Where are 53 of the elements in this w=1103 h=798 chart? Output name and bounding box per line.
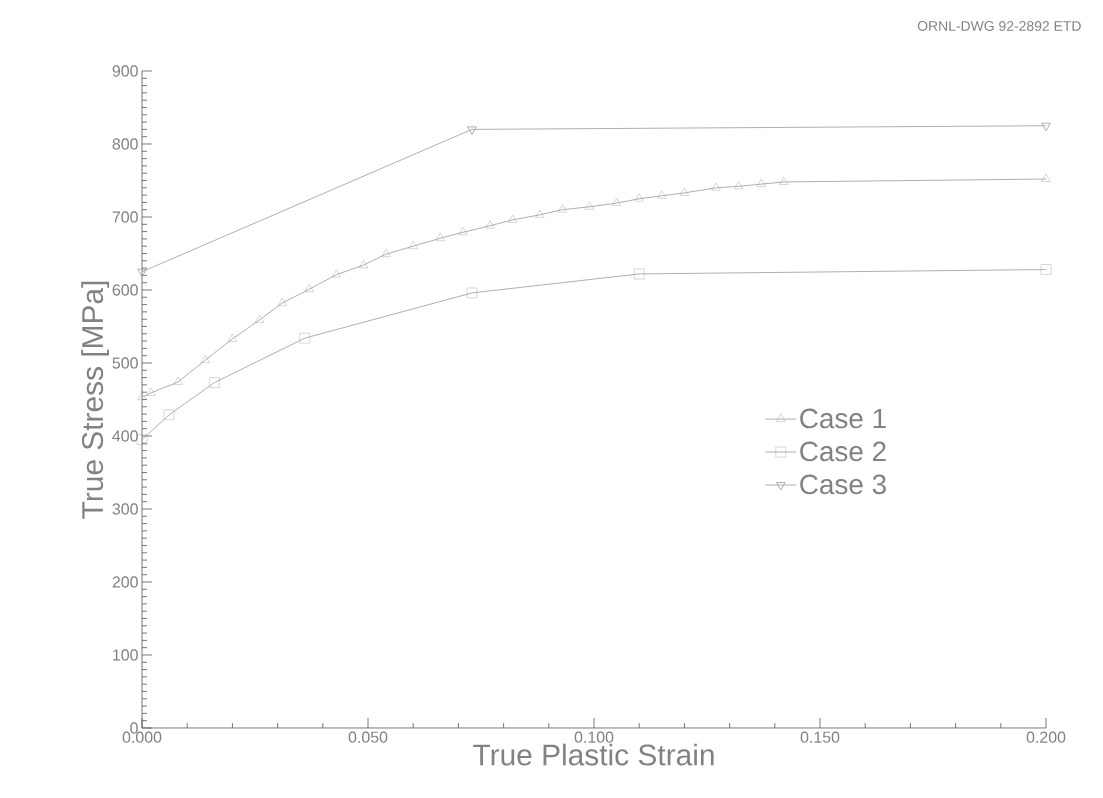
- point: [557, 204, 567, 213]
- point: [200, 354, 210, 363]
- y-axis-title: True Stress [MPa]: [81, 281, 110, 519]
- point: [173, 376, 183, 385]
- point: [163, 409, 175, 421]
- point: [146, 387, 156, 396]
- point: [137, 392, 147, 400]
- point: [508, 214, 518, 223]
- point: [277, 297, 287, 306]
- point: [634, 193, 644, 202]
- y-tick-label: 500: [112, 357, 138, 369]
- y-tick-label: 900: [112, 65, 138, 77]
- point: [634, 268, 645, 280]
- legend-label: Case 1: [800, 408, 886, 429]
- point: [209, 377, 220, 388]
- x-tick-label: 0.150: [800, 731, 840, 743]
- y-tick-label: 600: [112, 284, 138, 296]
- point: [435, 232, 445, 241]
- point: [381, 249, 391, 257]
- point: [466, 287, 478, 299]
- legend-label: Case 2: [800, 441, 886, 462]
- point: [458, 227, 468, 236]
- y-tick-label: 200: [112, 576, 138, 588]
- x-tick-label: 0.050: [348, 731, 388, 743]
- point: [779, 176, 789, 185]
- point: [255, 314, 265, 323]
- y-tick-label: 400: [112, 430, 138, 442]
- y-tick-label: 100: [113, 649, 138, 661]
- point: [331, 269, 341, 278]
- point: [657, 190, 667, 199]
- point: [711, 182, 721, 191]
- y-tick-label: 300: [112, 503, 138, 515]
- point: [1040, 264, 1052, 275]
- point: [358, 259, 369, 268]
- point: [408, 240, 418, 249]
- point: [304, 284, 314, 292]
- point: [612, 197, 622, 206]
- point: [734, 181, 744, 190]
- point: [1041, 173, 1051, 182]
- y-tick-label: 800: [112, 138, 138, 150]
- point: [535, 209, 545, 218]
- y-tick-label: 700: [112, 211, 138, 223]
- point: [584, 201, 595, 210]
- point: [679, 187, 689, 196]
- point: [227, 333, 237, 342]
- text: ORNL-DWG 92-2892 ETD: [917, 21, 1081, 31]
- legend-label: Case 3: [800, 474, 886, 495]
- x-axis-title: True Plastic Strain: [473, 743, 714, 766]
- point: [299, 332, 310, 344]
- point: [756, 178, 766, 187]
- x-tick-label: 0.100: [574, 731, 614, 743]
- point: [485, 220, 495, 229]
- x-tick-label: 0.200: [1026, 731, 1066, 743]
